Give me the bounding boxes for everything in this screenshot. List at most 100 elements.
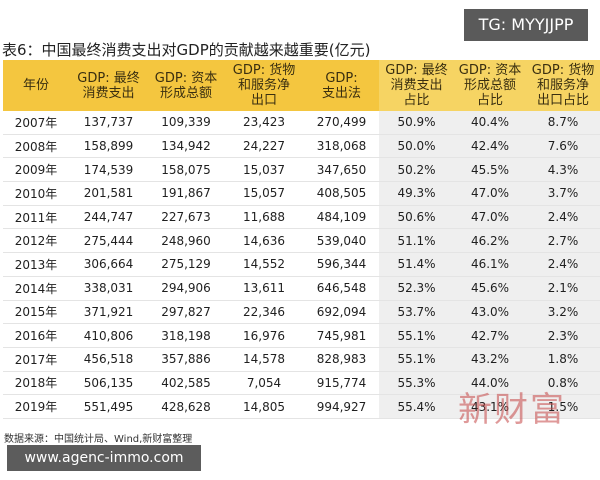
- value-cell: 14,805: [224, 394, 304, 419]
- value-cell: 0.8%: [526, 371, 600, 396]
- table-row: 2019年 551,495 428,628 14,805 994,927 55.4% 43.…: [3, 394, 600, 419]
- year-cell: 2019年: [3, 394, 69, 419]
- value-cell: 692,094: [304, 300, 379, 325]
- value-cell: 371,921: [69, 300, 148, 325]
- data-source: 数据来源：中国统计局、Wind,新财富整理: [4, 434, 193, 445]
- value-cell: 2.4%: [526, 252, 600, 277]
- gdp-table: 年份 GDP: 最终 消费支出 GDP: 资本 形成总额 GDP: 货物 和服务净 出口 GDP…: [3, 60, 600, 419]
- table-row: 2011年 244,747 227,673 11,688 484,109 50.6% 47.…: [3, 205, 600, 230]
- value-cell: 248,960: [148, 228, 224, 254]
- value-cell: 55.4%: [379, 394, 454, 419]
- value-cell: 55.3%: [379, 371, 454, 396]
- value-cell: 408,505: [304, 181, 379, 206]
- column-header: GDP: 资本 形成总额 占比: [454, 60, 526, 111]
- value-cell: 53.7%: [379, 300, 454, 325]
- value-cell: 994,927: [304, 394, 379, 419]
- column-header: GDP: 资本 形成总额: [148, 60, 224, 111]
- value-cell: 16,976: [224, 323, 304, 348]
- value-cell: 49.3%: [379, 181, 454, 206]
- value-cell: 23,423: [224, 111, 304, 135]
- value-cell: 318,198: [148, 323, 224, 348]
- column-header: GDP: 货物 和服务净 出口占比: [526, 60, 600, 111]
- value-cell: 506,135: [69, 371, 148, 396]
- watermark-url: www.agenc-immo.com: [7, 445, 201, 471]
- year-cell: 2015年: [3, 300, 69, 325]
- value-cell: 297,827: [148, 300, 224, 325]
- year-cell: 2016年: [3, 323, 69, 348]
- year-cell: 2017年: [3, 347, 69, 372]
- value-cell: 50.9%: [379, 111, 454, 135]
- value-cell: 14,636: [224, 228, 304, 254]
- value-cell: 2.3%: [526, 323, 600, 348]
- value-cell: 42.4%: [454, 134, 526, 159]
- value-cell: 50.0%: [379, 134, 454, 159]
- column-header: GDP: 支出法: [304, 60, 379, 111]
- value-cell: 50.6%: [379, 205, 454, 230]
- value-cell: 137,737: [69, 111, 148, 135]
- value-cell: 8.7%: [526, 111, 600, 135]
- value-cell: 11,688: [224, 205, 304, 230]
- value-cell: 3.2%: [526, 300, 600, 325]
- value-cell: 174,539: [69, 157, 148, 183]
- column-header-line: GDP: 货物: [232, 63, 296, 78]
- column-header-line: 和服务净: [237, 78, 290, 93]
- value-cell: 24,227: [224, 134, 304, 159]
- table-title: 表6：中国最终消费支出对GDP的贡献越来越重要(亿元): [2, 41, 371, 59]
- value-cell: 318,068: [304, 134, 379, 159]
- value-cell: 539,040: [304, 228, 379, 254]
- column-header-line: 出口占比: [536, 93, 589, 108]
- column-header-line: 占比: [476, 93, 503, 108]
- value-cell: 227,673: [148, 205, 224, 230]
- year-cell: 2012年: [3, 228, 69, 254]
- value-cell: 270,499: [304, 111, 379, 135]
- column-header-line: 形成总额: [159, 85, 212, 101]
- value-cell: 14,578: [224, 347, 304, 372]
- table-row: 2007年 137,737 109,339 23,423 270,499 50.9% 40.…: [3, 111, 600, 135]
- value-cell: 51.1%: [379, 228, 454, 254]
- value-cell: 410,806: [69, 323, 148, 348]
- value-cell: 191,867: [148, 181, 224, 206]
- year-cell: 2008年: [3, 134, 69, 159]
- value-cell: 43.0%: [454, 300, 526, 325]
- value-cell: 551,495: [69, 394, 148, 419]
- value-cell: 47.0%: [454, 181, 526, 206]
- value-cell: 456,518: [69, 347, 148, 372]
- column-header-line: 和服务净: [536, 78, 589, 93]
- table-row: 2010年 201,581 191,867 15,057 408,505 49.3% 47.…: [3, 181, 600, 206]
- column-header-line: 占比: [403, 93, 430, 108]
- value-cell: 45.5%: [454, 157, 526, 183]
- value-cell: 2.1%: [526, 276, 600, 301]
- table-row: 2013年 306,664 275,129 14,552 596,344 51.4% 46.…: [3, 252, 600, 277]
- value-cell: 828,983: [304, 347, 379, 372]
- value-cell: 43.2%: [454, 347, 526, 372]
- value-cell: 2.7%: [526, 228, 600, 254]
- table-body: 2007年 137,737 109,339 23,423 270,499 50.9% 40.…: [3, 111, 600, 419]
- value-cell: 244,747: [69, 205, 148, 230]
- value-cell: 15,037: [224, 157, 304, 183]
- value-cell: 357,886: [148, 347, 224, 372]
- column-header: GDP: 最终 消费支出 占比: [379, 60, 454, 111]
- year-cell: 2014年: [3, 276, 69, 301]
- value-cell: 306,664: [69, 252, 148, 277]
- value-cell: 134,942: [148, 134, 224, 159]
- watermark-tg: TG: MYYJJPP: [464, 9, 588, 41]
- value-cell: 7.6%: [526, 134, 600, 159]
- year-cell: 2011年: [3, 205, 69, 230]
- value-cell: 40.4%: [454, 111, 526, 135]
- column-header-line: 消费支出: [390, 78, 443, 93]
- column-header: GDP: 货物 和服务净 出口: [224, 60, 304, 111]
- column-header-line: 出口: [250, 93, 277, 108]
- table-row: 2015年 371,921 297,827 22,346 692,094 53.7% 43.…: [3, 300, 600, 325]
- year-cell: 2018年: [3, 371, 69, 396]
- year-cell: 2010年: [3, 181, 69, 206]
- value-cell: 3.7%: [526, 181, 600, 206]
- value-cell: 7,054: [224, 371, 304, 396]
- column-header: 年份: [3, 60, 69, 111]
- value-cell: 46.1%: [454, 252, 526, 277]
- value-cell: 42.7%: [454, 323, 526, 348]
- value-cell: 52.3%: [379, 276, 454, 301]
- year-cell: 2007年: [3, 111, 69, 135]
- column-header-line: 形成总额: [463, 78, 516, 93]
- value-cell: 745,981: [304, 323, 379, 348]
- table-row: 2009年 174,539 158,075 15,037 347,650 50.2% 45.…: [3, 157, 600, 183]
